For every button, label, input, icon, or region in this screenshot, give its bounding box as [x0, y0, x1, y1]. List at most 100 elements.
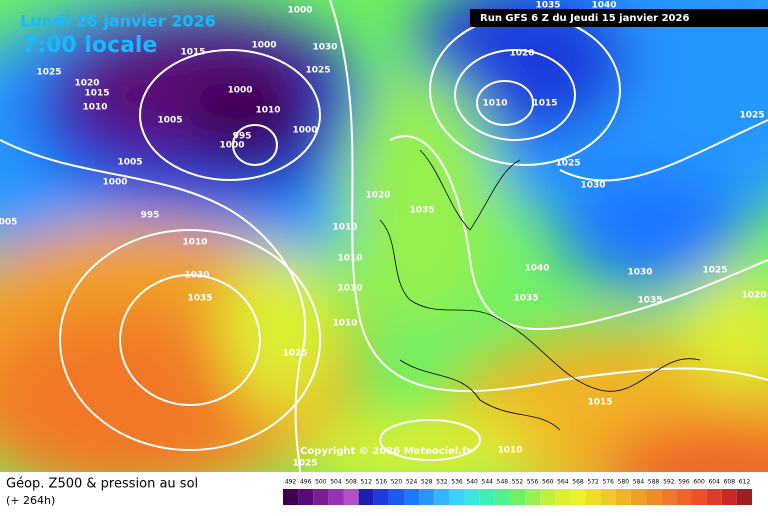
isobar-label: 1010	[332, 319, 357, 329]
isobar-label: 1005	[117, 158, 142, 168]
scale-cell	[388, 489, 405, 505]
scale-label: 528	[421, 479, 433, 486]
scale-label: 600	[693, 479, 705, 486]
isobar-label: 1010	[482, 99, 507, 109]
scale-label: 492	[285, 479, 297, 486]
scale-cell	[358, 489, 374, 505]
isobar-label: 1035	[637, 296, 662, 306]
scale-cell	[600, 489, 616, 505]
isobar-label: 1010	[82, 103, 107, 113]
isobar-label: 1035	[409, 206, 434, 216]
isobar-label: 1030	[312, 43, 337, 53]
isobar-label: 1030	[184, 271, 209, 281]
scale-label: 560	[542, 479, 554, 486]
scale-label: 576	[603, 479, 615, 486]
footer-title: Géop. Z500 & pression au sol	[6, 477, 198, 492]
scale-cell	[509, 489, 526, 505]
isobar-label: 1015	[180, 48, 205, 58]
scale-label: 500	[315, 479, 327, 486]
scale-label: 592	[663, 479, 675, 486]
scale-cell	[449, 489, 465, 505]
isobar-label: 1020	[74, 79, 99, 89]
scale-cell	[434, 489, 450, 505]
scale-label: 556	[527, 479, 539, 486]
scale-cell	[555, 489, 571, 505]
isobar-label: 1000	[102, 178, 127, 188]
scale-cell	[283, 489, 299, 505]
scale-cell	[404, 489, 420, 505]
isobar-label: 1035	[187, 294, 212, 304]
scale-cell	[525, 489, 541, 505]
isobar-label: 1000	[287, 6, 312, 16]
isobar-label: 1025	[36, 68, 61, 78]
scale-label: 540	[466, 479, 478, 486]
isobar-label: 1010	[182, 238, 207, 248]
scale-cell	[736, 489, 752, 505]
scale-label: 496	[300, 479, 312, 486]
isobar-label: 1015	[532, 99, 557, 109]
forecast-time: 7:00 locale	[22, 33, 157, 58]
scale-label: 572	[587, 479, 599, 486]
isobar-label: 1010	[337, 254, 362, 264]
scale-cell	[494, 489, 510, 505]
scale-label: 584	[633, 479, 645, 486]
scale-cell	[570, 489, 586, 505]
scale-label: 532	[436, 479, 448, 486]
copyright: Copyright © 2026 Meteociel.fr	[300, 446, 471, 457]
isobar-label: 1015	[84, 89, 109, 99]
scale-label: 508	[345, 479, 357, 486]
scale-label: 596	[678, 479, 690, 486]
isobar-label: 995	[233, 132, 252, 142]
scale-cell	[661, 489, 677, 505]
scale-label: 516	[376, 479, 388, 486]
scale-label: 564	[557, 479, 569, 486]
isobar-label: 1010	[497, 446, 522, 456]
scale-cell	[343, 489, 359, 505]
run-box	[470, 9, 768, 27]
scale-label: 604	[708, 479, 720, 486]
isobar-label: 1000	[227, 86, 252, 96]
isobar-label: 1030	[627, 268, 652, 278]
isobar-label: 1010	[332, 223, 357, 233]
footer-lead: (+ 264h)	[6, 494, 55, 507]
scale-label: 608	[724, 479, 736, 486]
scale-cell	[328, 489, 344, 505]
color-scale: 492 496 500 504 508 512 516 520 524 528 532 536 540 5…	[283, 479, 752, 505]
isobar-label: 1025	[702, 266, 727, 276]
scale-cell	[540, 489, 556, 505]
scale-cell	[464, 489, 480, 505]
isobar-label: 1000	[292, 126, 317, 136]
isobar-label: 1015	[587, 398, 612, 408]
isobar-label: 1025	[292, 459, 317, 469]
scale-label: 536	[451, 479, 463, 486]
isobar-label: 1025	[555, 159, 580, 169]
scale-label: 544	[482, 479, 494, 486]
forecast-date: Lundi 26 janvier 2026	[20, 12, 216, 31]
isobar-label: 1025	[282, 349, 307, 359]
scale-cell	[585, 489, 601, 505]
coastlines	[379, 149, 701, 431]
isobars	[0, 0, 768, 472]
scale-label: 568	[572, 479, 584, 486]
scale-label: 524	[406, 479, 418, 486]
scale-label: 552	[512, 479, 524, 486]
isobar-label: 1035	[513, 294, 538, 304]
scale-cell	[646, 489, 662, 505]
isobar-label: 1020	[509, 49, 534, 59]
scale-label: 504	[330, 479, 342, 486]
isobar-label: 1025	[739, 111, 764, 121]
isobar-label: 1010	[255, 106, 280, 116]
isobar-label: 1010	[337, 284, 362, 294]
scale-cell	[313, 489, 329, 505]
scale-label: 512	[360, 479, 372, 486]
scale-cell	[721, 489, 737, 505]
scale-label: 612	[739, 479, 751, 486]
scale-cell	[630, 489, 647, 505]
isobar-label: 1030	[580, 181, 605, 191]
scale-cell	[676, 489, 692, 505]
scale-cell	[298, 489, 314, 505]
scale-cell	[419, 489, 435, 505]
